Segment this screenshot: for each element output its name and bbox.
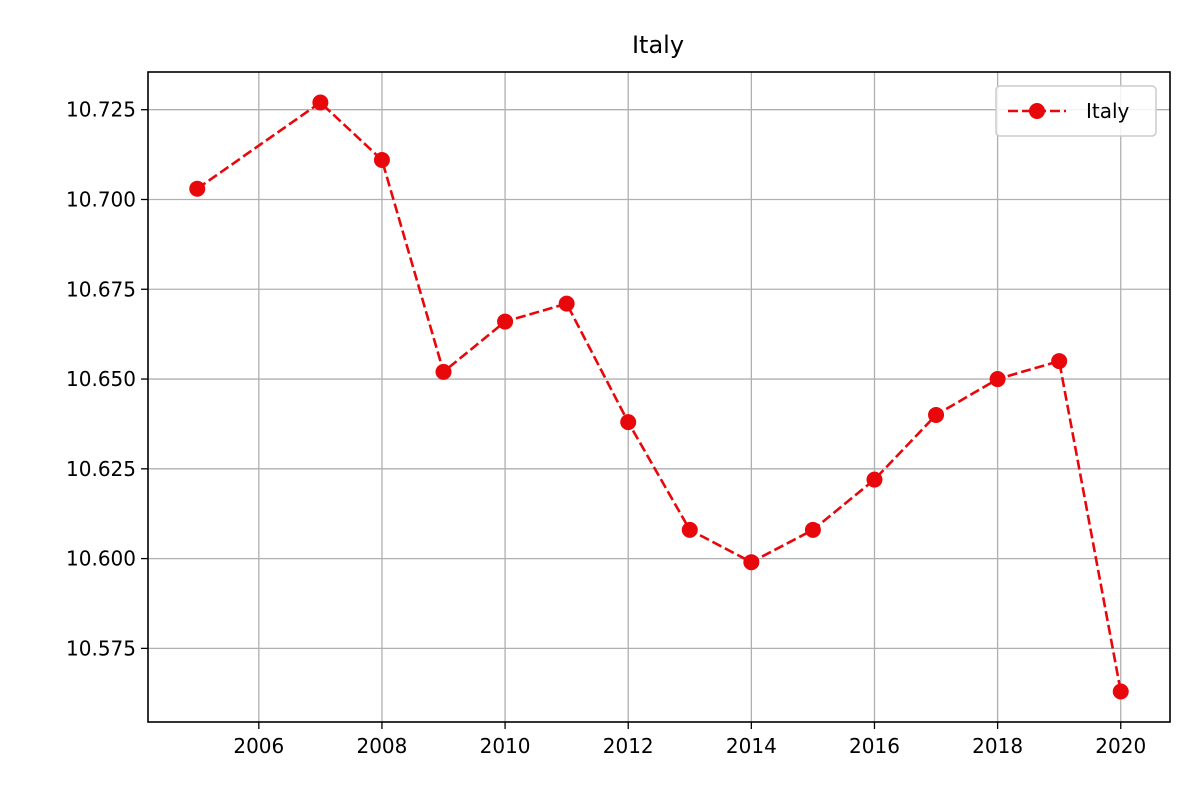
series-line bbox=[196, 101, 1123, 692]
data-point bbox=[1112, 683, 1129, 700]
data-point bbox=[312, 94, 329, 111]
x-tick-label: 2018 bbox=[972, 734, 1023, 758]
x-tick-label: 2016 bbox=[849, 734, 900, 758]
data-point bbox=[558, 295, 575, 312]
legend-box bbox=[995, 85, 1157, 137]
legend-marker bbox=[1029, 103, 1045, 119]
data-point bbox=[497, 313, 514, 330]
x-tick-label: 2006 bbox=[233, 734, 284, 758]
y-tick-label: 10.625 bbox=[66, 457, 136, 481]
y-tick-label: 10.575 bbox=[66, 636, 136, 660]
data-point bbox=[373, 151, 390, 168]
x-tick-label: 2014 bbox=[726, 734, 777, 758]
data-point bbox=[681, 521, 698, 538]
data-point bbox=[435, 363, 452, 380]
legend: Italy bbox=[995, 85, 1157, 137]
x-tick-label: 2008 bbox=[356, 734, 407, 758]
data-point bbox=[804, 521, 821, 538]
x-tick-label: 2012 bbox=[603, 734, 654, 758]
x-tick-label: 2010 bbox=[480, 734, 531, 758]
data-point bbox=[620, 414, 637, 431]
series-layer bbox=[189, 94, 1129, 700]
chart-title: Italy bbox=[632, 31, 684, 59]
x-tick-label: 2020 bbox=[1095, 734, 1146, 758]
plot-frame bbox=[147, 71, 1171, 723]
data-point bbox=[989, 371, 1006, 388]
data-point bbox=[866, 471, 883, 488]
y-tick-label: 10.725 bbox=[66, 98, 136, 122]
y-tick-label: 10.675 bbox=[66, 277, 136, 301]
y-tick-label: 10.700 bbox=[66, 187, 136, 211]
data-point bbox=[928, 406, 945, 423]
data-point bbox=[1051, 353, 1068, 370]
grid bbox=[148, 72, 1170, 722]
y-tick-label: 10.600 bbox=[66, 547, 136, 571]
data-point bbox=[189, 180, 206, 197]
data-point bbox=[743, 554, 760, 571]
y-tick-label: 10.650 bbox=[66, 367, 136, 391]
axes: 2006 2008 2010 2012 2014 2016 2018 2020 10.575 10… bbox=[66, 98, 1146, 758]
legend-label: Italy bbox=[1086, 99, 1130, 123]
